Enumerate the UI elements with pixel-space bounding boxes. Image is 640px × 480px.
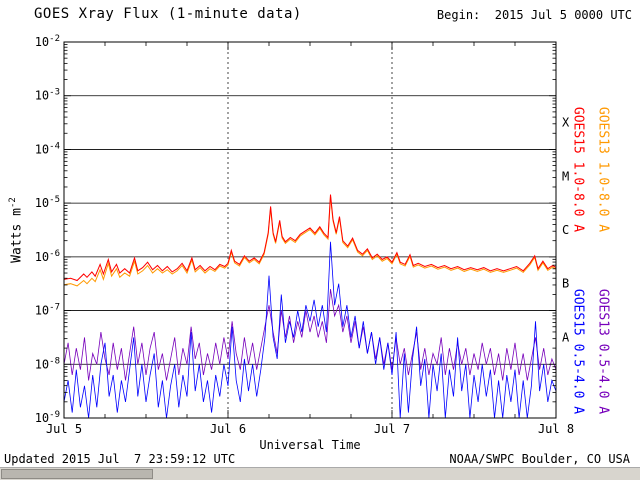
y-tick-label: 10-4 xyxy=(35,141,60,156)
y-tick-label: 10-3 xyxy=(35,88,60,103)
x-tick-label: Jul 8 xyxy=(538,422,574,436)
series-goes15-0-5-4-0-a xyxy=(63,241,557,419)
legend-label-inner-bottom: GOES15 0.5-4.0 A xyxy=(570,288,586,415)
legend-label-outer-top: GOES13 1.0-8.0 A xyxy=(595,106,611,233)
x-axis-label: Universal Time xyxy=(259,438,361,452)
horizontal-scrollbar[interactable] xyxy=(0,467,640,480)
y-tick-label: 10-7 xyxy=(35,303,60,318)
flare-class-letter: B xyxy=(562,277,569,291)
y-tick-label: 10-8 xyxy=(35,356,60,371)
flare-class-letter: A xyxy=(562,330,570,344)
credit-label: NOAA/SWPC Boulder, CO USA xyxy=(449,452,630,466)
y-tick-label: 10-6 xyxy=(35,249,60,264)
axes-frame-ticks xyxy=(63,41,557,419)
flare-class-letter: X xyxy=(562,116,570,130)
flare-class-letter: C xyxy=(562,223,569,237)
begin-timestamp: Begin: 2015 Jul 5 0000 UTC xyxy=(436,8,632,22)
x-tick-label: Jul 6 xyxy=(210,422,246,436)
legend-label-outer-bottom: GOES13 0.5-4.0 A xyxy=(595,288,611,415)
series-goes15-1-0-8-0-a xyxy=(63,194,557,282)
series-goes13-0-5-4-0-a xyxy=(63,289,557,381)
series-goes13-1-0-8-0-a xyxy=(63,196,557,287)
x-tick-label: Jul 5 xyxy=(46,422,82,436)
legend-label-inner-top: GOES15 1.0-8.0 A xyxy=(570,106,586,233)
updated-timestamp: Updated 2015 Jul 7 23:59:12 UTC xyxy=(4,452,236,466)
series-traces xyxy=(63,194,557,419)
chart-title: GOES Xray Flux (1-minute data) xyxy=(34,6,302,22)
flare-class-letter: M xyxy=(562,169,569,183)
gridlines xyxy=(64,42,556,418)
scrollbar-thumb[interactable] xyxy=(1,469,153,479)
y-tick-label: 10-2 xyxy=(35,34,60,49)
x-tick-label: Jul 7 xyxy=(374,422,410,436)
y-tick-label: 10-5 xyxy=(35,195,60,210)
